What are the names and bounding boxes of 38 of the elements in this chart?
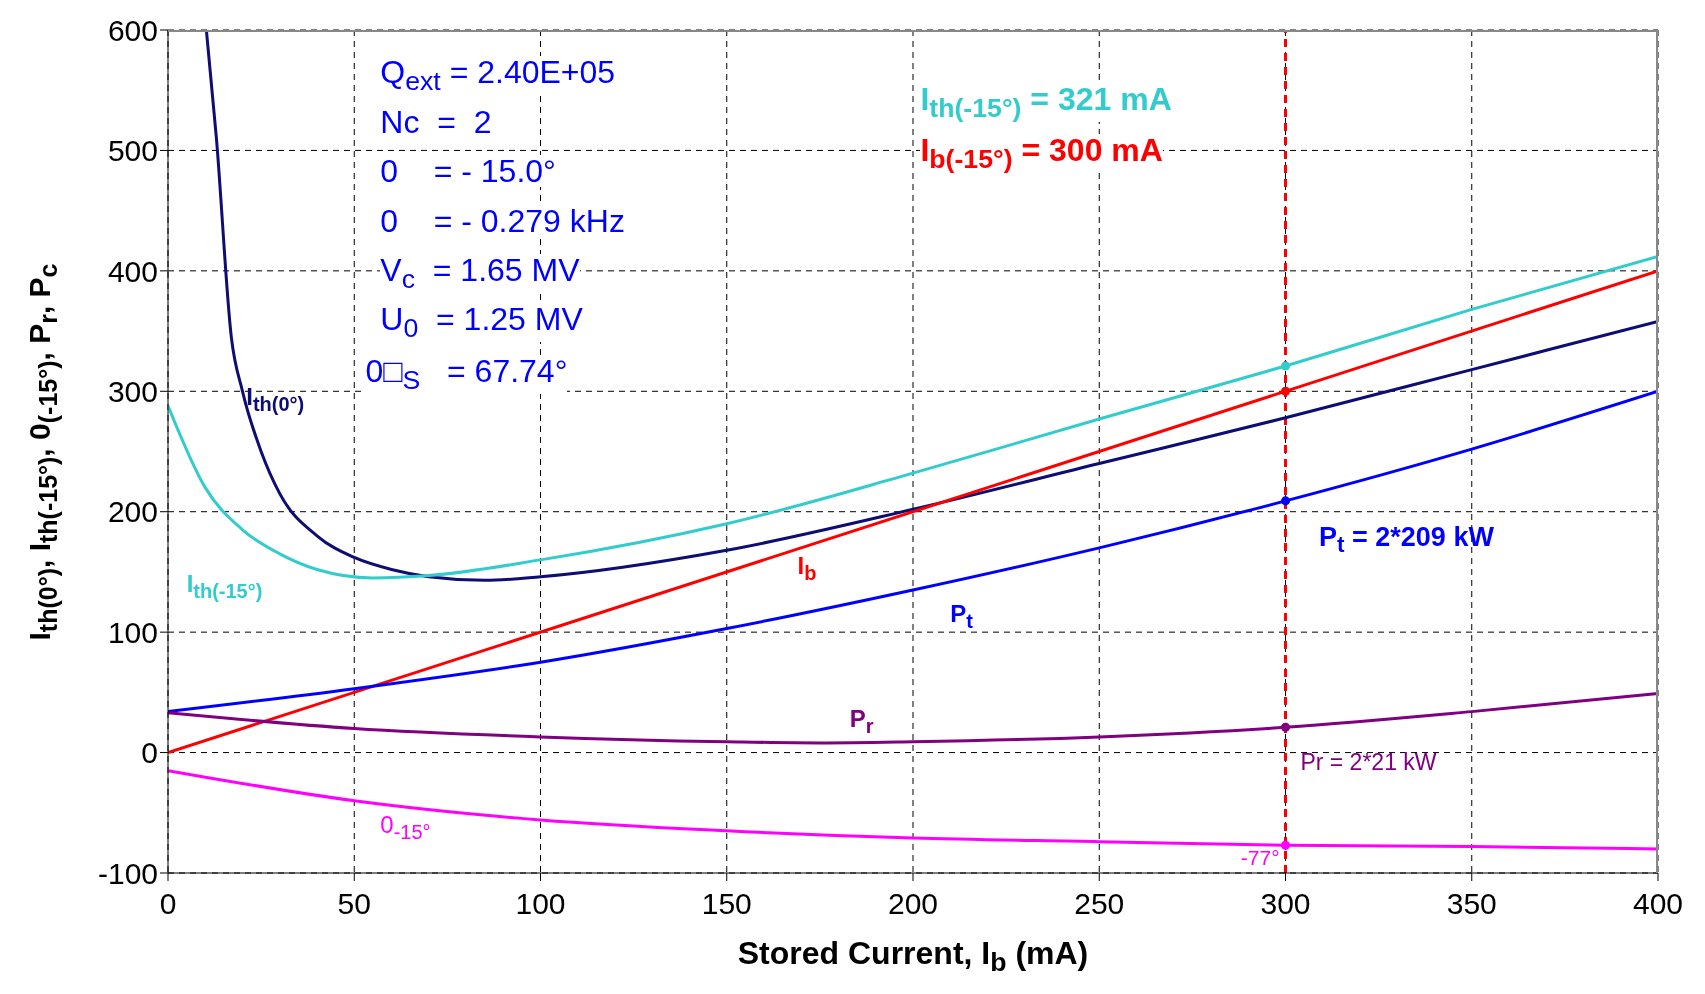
x-axis-title: Stored Current, I$_{b}$ (mA) bbox=[736, 935, 1090, 979]
annotation: V$_{c}$ = 1.65 MV bbox=[380, 251, 580, 295]
series-label: I$_{th(-15°)}$ bbox=[186, 569, 263, 602]
x-tick-label: 150 bbox=[701, 887, 752, 921]
series-label: P$_{r}$ bbox=[849, 704, 874, 737]
annotation: 0□$_{S}$ = 67.74° bbox=[365, 353, 568, 396]
annotation: 0 = - 0.279 kHz bbox=[380, 202, 625, 239]
line-series bbox=[204, 30, 1658, 582]
x-tick-label: 350 bbox=[1446, 887, 1497, 921]
y-tick-label: 400 bbox=[107, 254, 158, 288]
x-tick-label: 50 bbox=[337, 887, 371, 921]
annotation: Pr = 2*21 kW bbox=[1300, 749, 1437, 776]
y-tick-label: -100 bbox=[97, 856, 158, 890]
series-label: I$_{b}$ bbox=[797, 551, 817, 584]
y-tick-label: 200 bbox=[107, 495, 158, 529]
annotation: U$_{0}$ = 1.25 MV bbox=[380, 301, 583, 344]
series-label: P$_{t}$ bbox=[950, 600, 973, 632]
y-tick-label: 600 bbox=[107, 13, 158, 47]
series-label: I$_{th(0°)}$ bbox=[246, 383, 305, 416]
x-tick-label: 300 bbox=[1260, 887, 1311, 921]
annotation: P$_{t}$ = 2*209 kW bbox=[1319, 521, 1494, 558]
line-series bbox=[168, 692, 1658, 745]
y-tick-label: 300 bbox=[107, 374, 158, 408]
series-label: 0$_{-15°}$ bbox=[380, 810, 431, 843]
y-tick-label: 0 bbox=[141, 736, 158, 770]
x-tick-label: 250 bbox=[1074, 887, 1125, 921]
annotation: -77° bbox=[1240, 845, 1280, 869]
y-tick-label: 500 bbox=[107, 134, 158, 168]
x-tick-label: 200 bbox=[887, 887, 939, 921]
x-tick-label: 400 bbox=[1632, 887, 1684, 921]
annotation: I$_{b(-15°)}$ = 300 mA bbox=[920, 131, 1163, 174]
annotation: Q$_{ext}$ = 2.40E+05 bbox=[380, 54, 616, 97]
annotation: 0 = - 15.0° bbox=[380, 153, 556, 190]
annotation: I$_{th(-15°)}$ = 321 mA bbox=[920, 80, 1172, 124]
line-series bbox=[168, 769, 1658, 851]
y-tick-label: 100 bbox=[107, 615, 158, 649]
x-tick-label: 100 bbox=[515, 887, 566, 921]
annotation: Nc = 2 bbox=[380, 103, 492, 140]
